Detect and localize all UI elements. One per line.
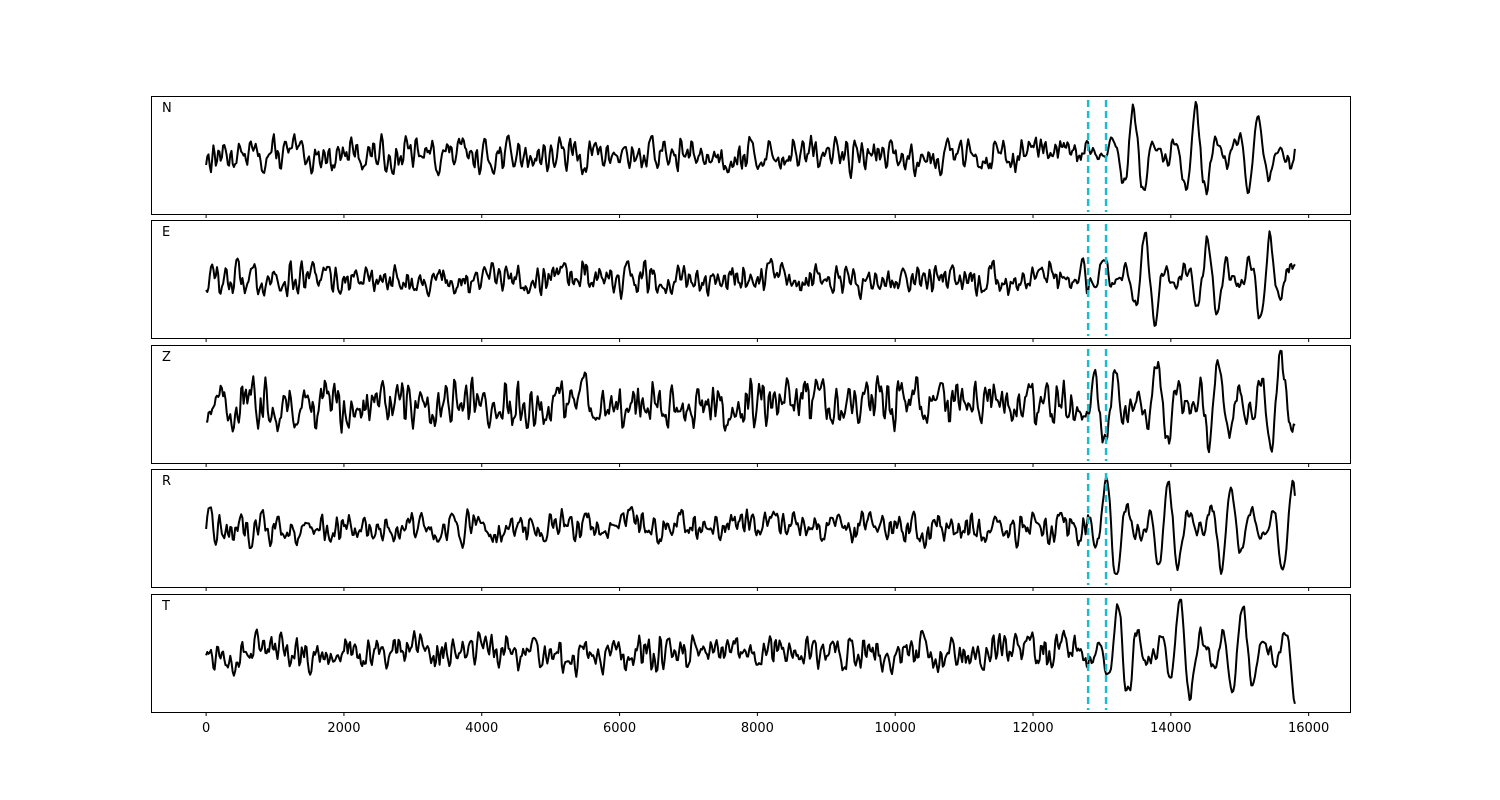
x-tick-label: 8000 (741, 721, 774, 736)
panel-frame (151, 469, 1351, 588)
panel-label: E (162, 225, 170, 240)
x-tick-label: 16000 (1288, 721, 1329, 736)
panel-r: R (151, 469, 1351, 591)
panel-label: T (161, 599, 170, 614)
x-tick-label: 4000 (465, 721, 498, 736)
panel-n: N (151, 96, 1351, 218)
panel-label: N (162, 101, 172, 116)
panel-label: R (162, 474, 171, 489)
trace-line-n (205, 100, 1296, 196)
panel-frame (151, 96, 1351, 215)
trace-line-z (205, 349, 1296, 454)
x-tick-label: 0 (202, 721, 210, 736)
trace-line-e (205, 230, 1296, 327)
x-tick-label: 10000 (875, 721, 916, 736)
trace-line-r (205, 475, 1296, 575)
x-tick-label: 2000 (327, 721, 360, 736)
x-tick-label: 6000 (603, 721, 636, 736)
x-axis: 0 2000 4000 6000 8000 10000 12000 14000 16000 (202, 721, 1329, 736)
trace-line-t (205, 598, 1296, 705)
x-tick-label: 12000 (1012, 721, 1053, 736)
panel-label: Z (162, 350, 171, 365)
panel-z: Z (151, 345, 1351, 467)
panels: N E Z R T (151, 96, 1351, 716)
panel-e: E (151, 220, 1351, 342)
x-tick-label: 14000 (1150, 721, 1191, 736)
panel-t: T (151, 594, 1351, 716)
